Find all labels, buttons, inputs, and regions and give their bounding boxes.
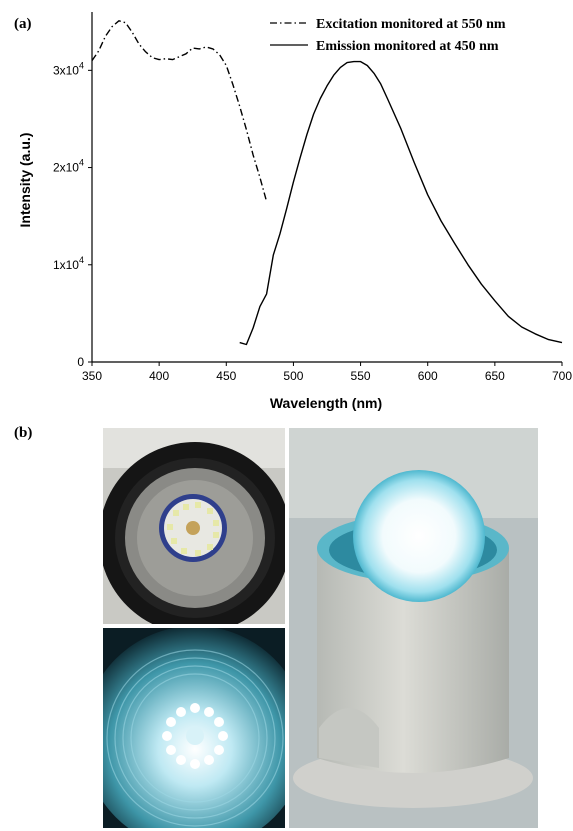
legend-label-excitation: Excitation monitored at 550 nm: [316, 17, 506, 32]
y-tick-label: 1x104: [53, 255, 84, 272]
x-tick-label: 550: [351, 369, 371, 383]
photo-led-module-unlit: [103, 428, 285, 624]
x-tick-label: 650: [485, 369, 505, 383]
photo-led-module-lit: [103, 628, 285, 828]
x-axis-label: Wavelength (nm): [270, 395, 382, 411]
spectrum-chart: 350 400 450 500 550 600 650 700 0 1x104 2x104 3x10…: [17, 12, 572, 411]
y-tick-label: 0: [77, 355, 84, 369]
panel-b-label: (b): [14, 425, 33, 441]
chart-axes: [91, 12, 562, 363]
series-emission-line: [239, 60, 563, 346]
x-tick-label: 450: [216, 369, 236, 383]
x-tick-label: 500: [283, 369, 303, 383]
y-tick-label: 2x104: [53, 158, 84, 175]
x-tick-label: 350: [82, 369, 102, 383]
series-excitation-line: [91, 20, 268, 202]
y-ticks: 0 1x104 2x104 3x104: [53, 60, 92, 369]
y-axis-label: Intensity (a.u.): [17, 133, 33, 228]
panel-a-label: (a): [14, 16, 32, 32]
x-ticks: 350 400 450 500 550 600 650 700: [82, 362, 572, 383]
photo-lamp-glowing: [289, 428, 538, 828]
y-tick-label: 3x104: [53, 60, 84, 77]
legend: Excitation monitored at 550 nm Emission …: [270, 17, 506, 54]
legend-label-emission: Emission monitored at 450 nm: [316, 39, 499, 54]
x-tick-label: 700: [552, 369, 572, 383]
x-tick-label: 400: [149, 369, 169, 383]
x-tick-label: 600: [418, 369, 438, 383]
chart-series: [91, 20, 563, 346]
